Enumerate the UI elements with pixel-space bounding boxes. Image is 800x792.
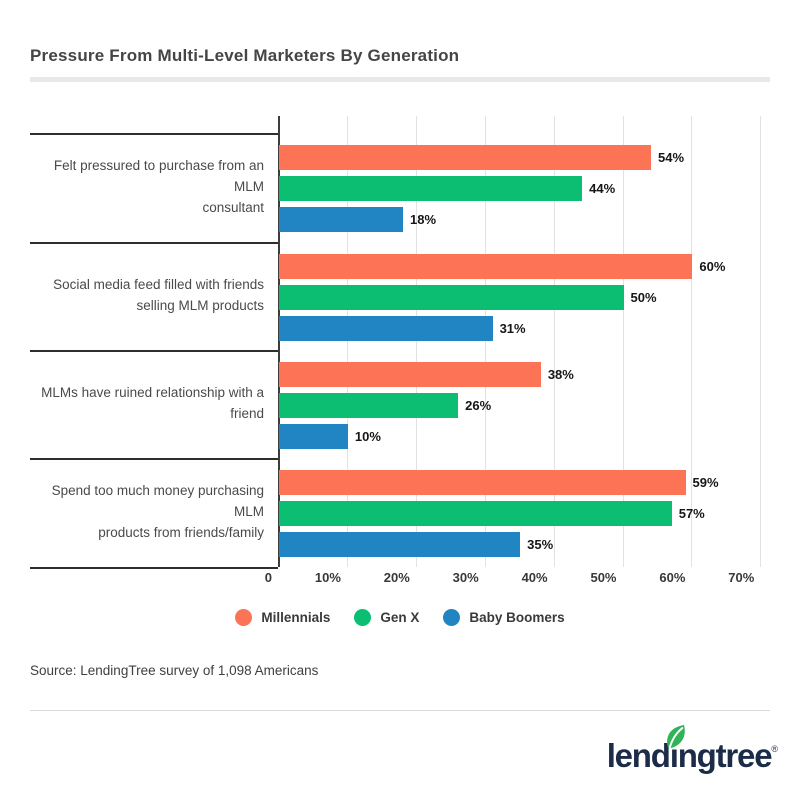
bar-value-label: 54% — [658, 150, 685, 165]
category-label: Social media feed filled with friends se… — [53, 277, 264, 313]
x-tick-label: 60% — [659, 570, 686, 585]
legend-label: Millennials — [261, 609, 331, 625]
legend-label: Gen X — [380, 609, 420, 625]
title-underline — [30, 77, 770, 82]
bar-value-label: 26% — [465, 398, 492, 413]
bar-baby-boomers — [279, 316, 493, 341]
bar-millennials — [279, 362, 541, 387]
bar-chart: Felt pressured to purchase from an MLM c… — [30, 116, 762, 585]
gridline-30 — [484, 116, 486, 567]
legend-dot — [235, 608, 253, 626]
x-tick-label: 10% — [314, 570, 341, 585]
x-tick-label: 0 — [264, 570, 272, 585]
gridline-60 — [691, 116, 693, 567]
leaf-icon — [661, 723, 688, 750]
chart-title: Pressure From Multi-Level Marketers By G… — [30, 46, 460, 65]
bar-value-label: 18% — [410, 212, 437, 227]
registered-mark: ® — [771, 744, 778, 754]
bar-baby-boomers — [279, 424, 348, 449]
footer-divider — [30, 710, 770, 711]
bar-value-label: 50% — [630, 290, 657, 305]
category-label: MLMs have ruined relationship with a fri… — [41, 385, 264, 421]
bar-millennials — [279, 254, 693, 279]
gridline-50 — [622, 116, 624, 567]
gridline-10 — [346, 116, 348, 567]
bar-gen-x — [279, 393, 459, 418]
bar-gen-x — [279, 176, 583, 201]
legend-item-millennials: Millennials — [235, 608, 331, 626]
gridline-20 — [415, 116, 417, 567]
bar-baby-boomers — [279, 532, 521, 557]
y-axis-line — [278, 116, 280, 567]
row-separator-1 — [30, 242, 278, 244]
bar-millennials — [279, 470, 686, 495]
bar-value-label: 44% — [589, 181, 616, 196]
gridline-70 — [760, 116, 762, 567]
x-tick-label: 70% — [728, 570, 755, 585]
x-tick-label: 40% — [521, 570, 548, 585]
row-separator-2 — [30, 350, 278, 352]
source-note: Source: LendingTree survey of 1,098 Amer… — [30, 663, 319, 678]
bar-value-label: 35% — [527, 537, 554, 552]
chart-legend: Millennials Gen X Baby Boomers — [0, 606, 800, 628]
x-tick-label: 30% — [452, 570, 479, 585]
bar-value-label: 31% — [499, 321, 526, 336]
x-tick-label: 50% — [590, 570, 617, 585]
category-label: Felt pressured to purchase from an MLM c… — [53, 158, 264, 215]
lendingtree-logo: lendıngtree® — [606, 724, 778, 778]
legend-item-baby-boomers: Baby Boomers — [443, 608, 565, 626]
logo-text: lendıngtree — [606, 737, 773, 774]
category-label: Spend too much money purchasing MLM prod… — [51, 483, 264, 540]
bar-value-label: 59% — [692, 475, 719, 490]
bar-value-label: 38% — [547, 367, 574, 382]
gridline-40 — [553, 116, 555, 567]
bar-value-label: 60% — [699, 259, 726, 274]
bar-baby-boomers — [279, 207, 404, 232]
row-separator-0 — [30, 133, 278, 135]
row-separator-3 — [30, 458, 278, 460]
bar-value-label: 57% — [678, 506, 705, 521]
bar-value-label: 10% — [354, 429, 381, 444]
legend-label: Baby Boomers — [469, 609, 565, 625]
legend-dot — [443, 608, 461, 626]
x-tick-label: 20% — [383, 570, 410, 585]
bar-gen-x — [279, 285, 624, 310]
bar-millennials — [279, 145, 652, 170]
bar-gen-x — [279, 501, 672, 526]
row-separator-4 — [30, 567, 278, 569]
legend-item-gen-x: Gen X — [354, 608, 420, 626]
legend-dot — [354, 608, 372, 626]
